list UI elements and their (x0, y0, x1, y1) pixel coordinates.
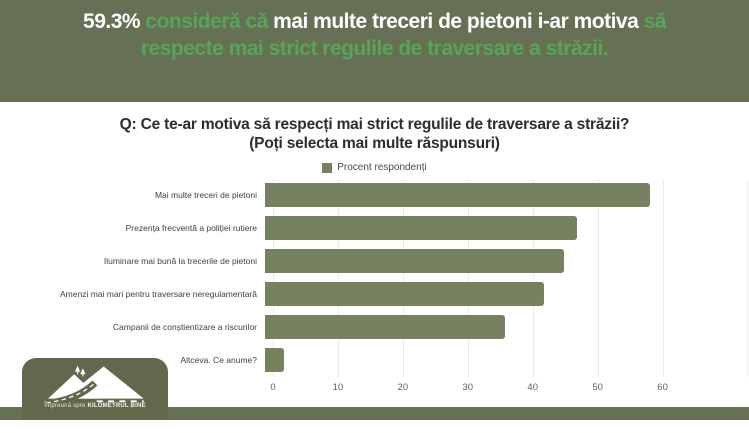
chart-panel: Q: Ce te-ar motiva să respecți mai stric… (0, 115, 749, 433)
legend-label: Procent respondenți (337, 162, 427, 174)
category-label: Prezența frecventă a poliției rutiere (125, 223, 257, 234)
x-tick-label: 10 (332, 381, 344, 393)
bar-rows: Mai multe treceri de pietoni Prezența fre… (0, 179, 749, 377)
bar-track (265, 282, 739, 307)
x-axis: 0 10 20 30 40 50 60 (270, 380, 747, 396)
gridline (597, 178, 599, 377)
gridline (337, 178, 339, 377)
bar (265, 282, 545, 307)
gridline (273, 178, 274, 377)
headline-segment: consideră că (145, 10, 274, 33)
category-label: Mai multe treceri de pietoni (154, 190, 257, 201)
category-label: Iluminare mai bună la trecerile de pieto… (103, 256, 257, 267)
bar-track (265, 183, 739, 208)
bar-track (265, 249, 739, 274)
chart-title: Q: Ce te-ar motiva să respecți mai stric… (119, 116, 630, 153)
category-label: Campanii de conștientizare a riscurilor (112, 322, 257, 333)
bar (265, 348, 285, 373)
bar-row: Amenzi mai mari pentru traversare neregu… (0, 278, 749, 311)
bar (265, 315, 506, 340)
x-tick-label: 30 (462, 381, 474, 393)
headline-segment: să respecte mai strict regulile de trave… (140, 10, 667, 61)
bar (265, 216, 577, 241)
gridline (467, 178, 469, 377)
bar-chart: Mai multe treceri de pietoni Prezența fre… (0, 178, 749, 401)
headline-segment: 59.3% (83, 10, 146, 33)
x-tick-label: 60 (657, 381, 668, 393)
bar-row: Campanii de conștientizare a riscurilor (0, 311, 749, 344)
x-tick-label: 40 (527, 381, 539, 393)
headline-segment: mai multe treceri de pietoni i-ar motiva (273, 10, 644, 33)
bar-track (265, 348, 739, 373)
category-label: Amenzi mai mari pentru traversare neregu… (59, 289, 257, 300)
logo-brand: KILOMETRUL BINE (87, 403, 146, 409)
bar-track (265, 315, 739, 340)
logo-tagline: Împreună spre KILOMETRUL BINE (22, 403, 168, 409)
x-tick-label: 20 (397, 381, 409, 393)
bar (265, 183, 651, 208)
campaign-logo: Împreună spre KILOMETRUL BINE (22, 358, 168, 420)
footer-strip (0, 407, 749, 420)
bar-row: Mai multe treceri de pietoni (0, 179, 749, 212)
gridlines (273, 178, 748, 377)
logo-tagline-prefix: Împreună spre (44, 403, 88, 409)
category-label: Altceva. Ce anume? (180, 355, 257, 366)
gridline (662, 178, 664, 377)
bar (265, 249, 564, 274)
bar-row: Prezența frecventă a poliției rutiere (0, 212, 749, 245)
x-tick-label: 50 (592, 381, 603, 393)
headline-banner: 59.3% consideră că mai multe treceri de … (0, 0, 749, 102)
legend-swatch-icon (322, 162, 333, 173)
bar-track (265, 216, 739, 241)
bar-row: Iluminare mai bună la trecerile de pieto… (0, 245, 749, 278)
bar-row: Altceva. Ce anume? (0, 344, 749, 377)
x-tick-label: 0 (270, 381, 276, 393)
chart-legend: Procent respondenți (0, 162, 749, 174)
headline-text: 59.3% consideră că mai multe treceri de … (47, 8, 702, 63)
mountain-road-icon (45, 365, 144, 403)
gridline (402, 178, 404, 377)
gridline (532, 178, 534, 377)
